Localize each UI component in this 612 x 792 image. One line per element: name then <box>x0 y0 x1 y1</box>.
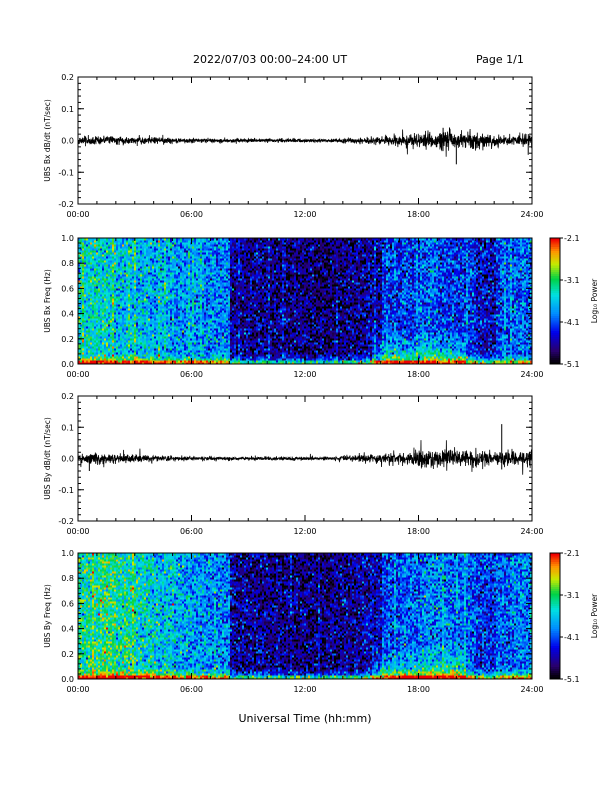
colorbar-tick-label: -2.1 <box>564 234 580 243</box>
x-tick-label: 06:00 <box>180 527 203 536</box>
spectrogram-cells <box>78 553 532 679</box>
colorbar: -2.1 -3.1 -4.1 -5.1 Log₁₀ Power <box>550 234 599 369</box>
x-tick-label: 06:00 <box>180 210 203 219</box>
y-tick-label: 0.2 <box>61 335 74 344</box>
y-tick-label: 0.1 <box>61 105 74 114</box>
x-tick-label: 00:00 <box>66 527 89 536</box>
x-tick-label: 12:00 <box>293 370 316 379</box>
x-tick-label: 18:00 <box>407 210 430 219</box>
y-axis-label: UBS By dB/dt (nT/sec) <box>43 417 52 500</box>
colorbar-tick-label: -5.1 <box>564 675 580 684</box>
colorbar-label: Log₁₀ Power <box>590 593 599 638</box>
y-tick-label: -0.2 <box>58 517 74 526</box>
x-tick-label: 24:00 <box>520 685 543 694</box>
x-tick-label: 24:00 <box>520 527 543 536</box>
colorbar-tick-label: -4.1 <box>564 633 580 642</box>
colorbar-tick-label: -3.1 <box>564 276 580 285</box>
y-tick-label: 0.8 <box>61 259 74 268</box>
colorbar-tick-label: -3.1 <box>564 591 580 600</box>
y-tick-label: 0.2 <box>61 392 74 401</box>
y-tick-label: 0.2 <box>61 650 74 659</box>
x-tick-label: 24:00 <box>520 210 543 219</box>
x-tick-label: 18:00 <box>407 527 430 536</box>
y-tick-label: -0.1 <box>58 168 74 177</box>
spectrogram-cells <box>78 238 532 364</box>
x-tick-label: 06:00 <box>180 370 203 379</box>
y-tick-label: 0.4 <box>61 625 74 634</box>
x-tick-label: 12:00 <box>293 685 316 694</box>
y-tick-label: 0.0 <box>61 675 74 684</box>
colorbar-label: Log₁₀ Power <box>590 278 599 323</box>
y-tick-label: -0.1 <box>58 486 74 495</box>
y-tick-label: 0.6 <box>61 284 74 293</box>
y-tick-label: 1.0 <box>61 234 74 243</box>
y-axis-label: UBS Bx Freq (Hz) <box>43 269 52 333</box>
y-axis-label: UBS By Freq (Hz) <box>43 584 52 648</box>
x-tick-label: 00:00 <box>66 210 89 219</box>
y-tick-label: 0.0 <box>61 455 74 464</box>
data-trace <box>78 128 532 157</box>
y-tick-label: 1.0 <box>61 549 74 558</box>
colorbar-tick-label: -2.1 <box>564 549 580 558</box>
y-tick-label: 0.6 <box>61 599 74 608</box>
panel-4: -2.1 -3.1 -4.1 -5.1 Log₁₀ Power 00:00 06:00 12:… <box>43 549 599 694</box>
y-tick-label: 0.1 <box>61 423 74 432</box>
y-tick-label: 0.2 <box>61 73 74 82</box>
y-axis-label: UBS Bx dB/dt (nT/sec) <box>43 99 52 182</box>
x-tick-label: 00:00 <box>66 370 89 379</box>
x-axis-label: Universal Time (hh:mm) <box>239 712 372 725</box>
x-tick-label: 24:00 <box>520 370 543 379</box>
x-tick-label: 18:00 <box>407 685 430 694</box>
panel-1: 00:00 06:00 12:00 18:00 24:00 -0.2 -0.1 0.0 0.1 0… <box>43 73 544 219</box>
y-tick-label: -0.2 <box>58 200 74 209</box>
x-tick-label: 06:00 <box>180 685 203 694</box>
colorbar: -2.1 -3.1 -4.1 -5.1 Log₁₀ Power <box>550 549 599 684</box>
panel-3: 00:00 06:00 12:00 18:00 24:00 -0.2 -0.1 0.0 0.1 0… <box>43 392 544 536</box>
y-tick-label: 0.4 <box>61 310 74 319</box>
data-trace <box>78 440 532 475</box>
x-tick-label: 12:00 <box>293 527 316 536</box>
x-tick-label: 12:00 <box>293 210 316 219</box>
panel-2: -2.1 -3.1 -4.1 -5.1 Log₁₀ Power 00:00 06:00 12:… <box>43 234 599 379</box>
y-tick-label: 0.0 <box>61 360 74 369</box>
colorbar-tick-label: -5.1 <box>564 360 580 369</box>
y-tick-label: 0.0 <box>61 137 74 146</box>
x-tick-label: 00:00 <box>66 685 89 694</box>
x-tick-label: 18:00 <box>407 370 430 379</box>
colorbar-tick-label: -4.1 <box>564 318 580 327</box>
y-tick-label: 0.8 <box>61 574 74 583</box>
